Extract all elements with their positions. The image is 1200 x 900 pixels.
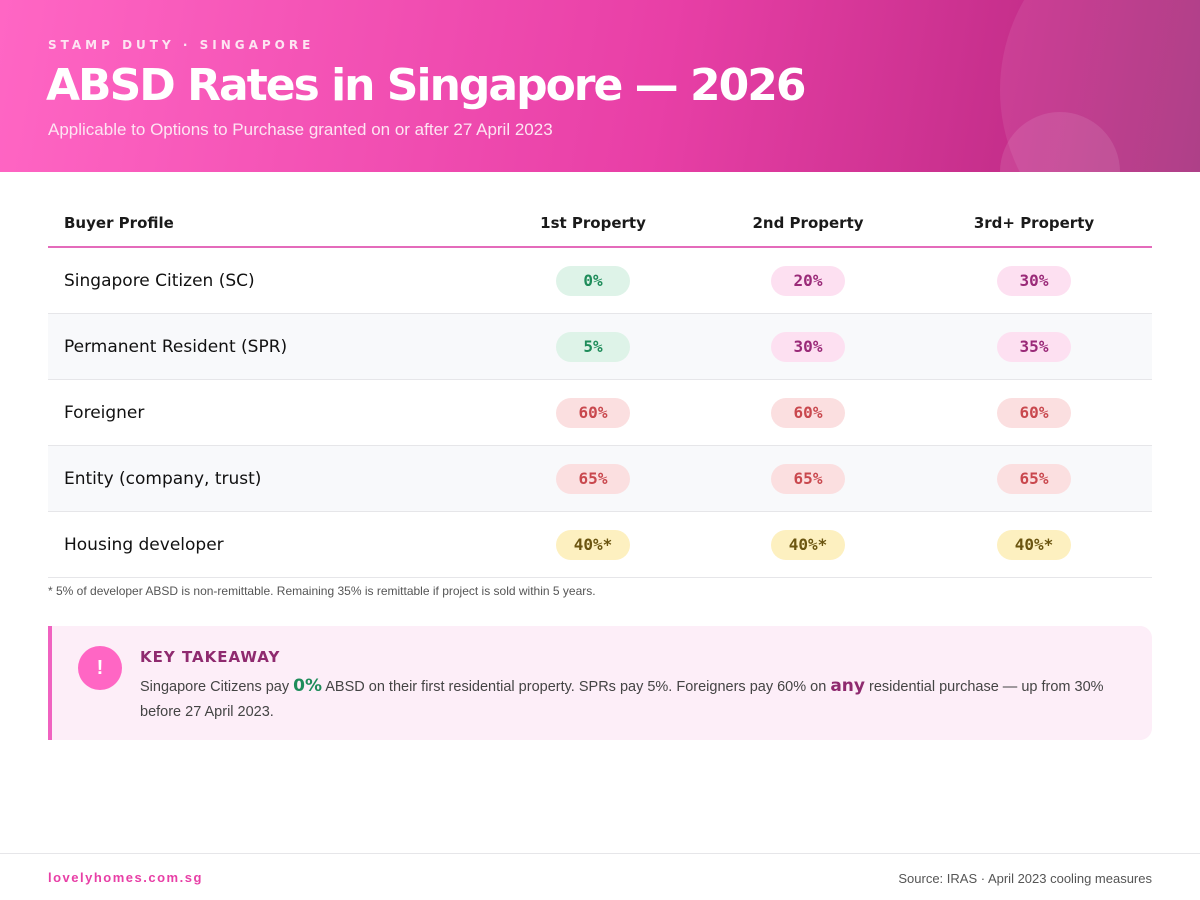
highlight-any: any (830, 676, 865, 696)
page-title: ABSD Rates in Singapore — 2026 (46, 60, 806, 111)
rate-pill: 35% (997, 331, 1071, 362)
header-banner: STAMP DUTY · SINGAPORE ABSD Rates in Sin… (0, 0, 1200, 172)
rate-cell: 30% (916, 265, 1152, 296)
rate-cell: 65% (916, 463, 1152, 494)
rate-cell: 5% (486, 331, 700, 362)
rate-cell: 65% (486, 463, 700, 494)
highlight-zero: 0% (293, 676, 323, 696)
rate-pill: 65% (556, 463, 630, 494)
rate-pill: 60% (556, 397, 630, 428)
rate-pill: 65% (997, 463, 1071, 494)
rate-cell: 35% (916, 331, 1152, 362)
rate-pill: 40%* (771, 529, 845, 560)
rate-cell: 60% (700, 397, 916, 428)
table-row: Entity (company, trust) 65% 65% 65% (48, 446, 1152, 512)
rate-cell: 20% (700, 265, 916, 296)
buyer-profile: Foreigner (64, 402, 145, 423)
absd-table: Buyer Profile 1st Property 2nd Property … (48, 200, 1152, 578)
callout-text-part: residential purchase — up from 30% befor… (140, 679, 1104, 720)
footer: lovelyhomes.com.sg Source: IRAS · April … (0, 853, 1200, 900)
rate-pill: 60% (997, 397, 1071, 428)
column-header: 3rd+ Property (973, 214, 1095, 232)
decorative-circle (1000, 0, 1200, 172)
brand-link[interactable]: lovelyhomes.com.sg (48, 870, 203, 885)
buyer-profile: Singapore Citizen (SC) (64, 270, 255, 291)
column-header: Buyer Profile (64, 214, 174, 232)
rate-pill: 5% (556, 331, 630, 362)
page-subtitle: Applicable to Options to Purchase grante… (48, 120, 553, 139)
exclamation-icon: ! (78, 646, 122, 690)
table-row: Foreigner 60% 60% 60% (48, 380, 1152, 446)
rate-pill: 40%* (997, 529, 1071, 560)
eyebrow: STAMP DUTY · SINGAPORE (48, 38, 315, 52)
callout-text-part: ABSD on their first residential property… (322, 679, 831, 695)
key-takeaway-callout: ! KEY TAKEAWAY Singapore Citizens pay 0%… (48, 626, 1152, 740)
buyer-profile: Entity (company, trust) (64, 468, 262, 489)
rate-pill: 60% (771, 397, 845, 428)
rate-cell: 40%* (916, 529, 1152, 560)
column-header: 2nd Property (752, 214, 864, 232)
rate-cell: 40%* (486, 529, 700, 560)
source-note: Source: IRAS · April 2023 cooling measur… (898, 871, 1152, 886)
callout-text-part: Singapore Citizens pay (140, 679, 294, 695)
rate-pill: 65% (771, 463, 845, 494)
rate-pill: 30% (997, 265, 1071, 296)
rate-cell: 60% (916, 397, 1152, 428)
table-header: Buyer Profile 1st Property 2nd Property … (48, 200, 1152, 248)
table-row: Housing developer 40%* 40%* 40%* (48, 512, 1152, 578)
buyer-profile: Housing developer (64, 534, 224, 555)
rate-cell: 0% (486, 265, 700, 296)
rate-pill: 0% (556, 265, 630, 296)
callout-text: Singapore Citizens pay 0% ABSD on their … (140, 674, 1140, 725)
rate-pill: 20% (771, 265, 845, 296)
rate-pill: 30% (771, 331, 845, 362)
buyer-profile: Permanent Resident (SPR) (64, 336, 288, 357)
table-row: Permanent Resident (SPR) 5% 30% 35% (48, 314, 1152, 380)
rate-cell: 65% (700, 463, 916, 494)
table-row: Singapore Citizen (SC) 0% 20% 30% (48, 248, 1152, 314)
rate-cell: 40%* (700, 529, 916, 560)
rate-pill: 40%* (556, 529, 630, 560)
callout-title: KEY TAKEAWAY (140, 648, 281, 666)
table-footnote: * 5% of developer ABSD is non-remittable… (48, 584, 596, 598)
rate-cell: 60% (486, 397, 700, 428)
column-header: 1st Property (540, 214, 646, 232)
rate-cell: 30% (700, 331, 916, 362)
